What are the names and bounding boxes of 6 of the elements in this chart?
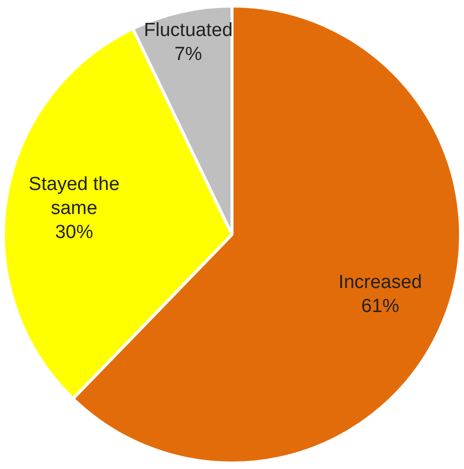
slice-label: Increased — [338, 272, 422, 293]
data-label: 30% — [55, 222, 94, 244]
data-label: 7% — [174, 44, 202, 66]
slice-label: Fluctuated — [144, 20, 233, 42]
data-label: 61% — [361, 296, 400, 317]
slice-label: Stayed the same — [28, 174, 120, 220]
